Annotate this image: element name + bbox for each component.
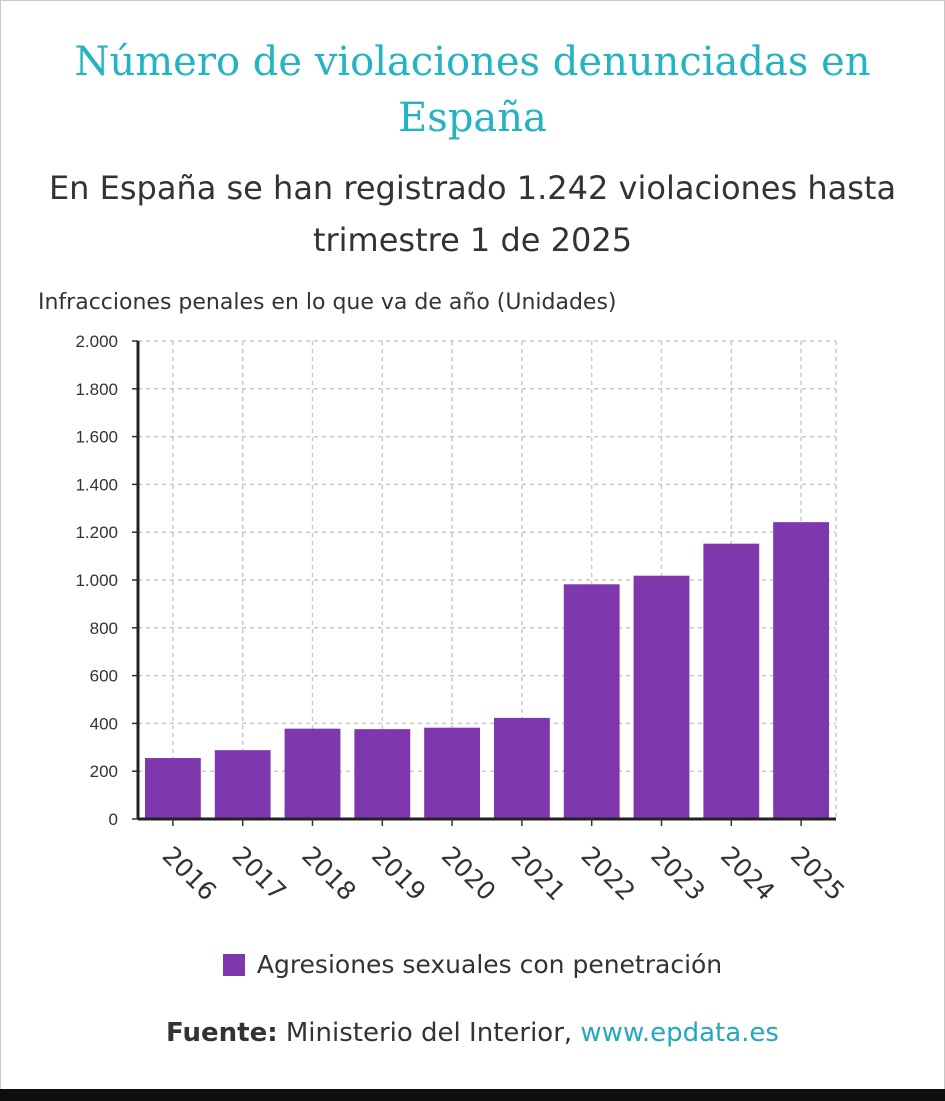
bars	[144, 522, 830, 819]
bar-chart: 0 200 400 600 800 1.000 1.200 1.400 1.600 1.800 2.…	[75, 332, 850, 906]
bar-2021	[493, 717, 550, 819]
bar-2016	[144, 758, 201, 819]
x-tick-label: 2016	[157, 841, 222, 906]
y-tick-label: 600	[90, 667, 118, 686]
bar-2018	[284, 728, 341, 819]
y-tick-label: 0	[109, 810, 118, 829]
chart-subtitle: En España se han registrado 1.242 violac…	[48, 169, 897, 259]
x-tick-label: 2019	[366, 841, 431, 906]
x-tick-label: 2023	[645, 841, 710, 906]
bar-2024	[703, 543, 760, 819]
y-tick-label: 1.200	[75, 523, 118, 542]
y-tick-label: 400	[90, 714, 118, 733]
y-tick-label: 800	[90, 619, 118, 638]
source-link[interactable]: www.epdata.es	[580, 1018, 779, 1048]
source-text: Ministerio del Interior,	[285, 1018, 573, 1048]
legend: Agresiones sexuales con penetración	[0, 950, 945, 979]
legend-swatch	[222, 953, 245, 976]
bar-2023	[633, 575, 690, 819]
bar-2017	[214, 750, 271, 819]
x-tick-label: 2020	[436, 841, 501, 906]
legend-label: Agresiones sexuales con penetración	[256, 950, 723, 979]
x-tick-label: 2024	[715, 841, 780, 906]
bar-2020	[424, 727, 481, 819]
y-axis-label: Infracciones penales en lo que va de año…	[38, 290, 617, 315]
bar-2019	[354, 729, 411, 819]
bar-2025	[773, 522, 830, 819]
bar-2022	[563, 584, 620, 819]
y-tick-label: 1.400	[75, 475, 118, 494]
x-tick-label: 2018	[296, 841, 361, 906]
source-label: Fuente:	[166, 1018, 278, 1048]
y-tick-label: 2.000	[75, 332, 118, 351]
source-line: Fuente: Ministerio del Interior, www.epd…	[0, 1018, 945, 1048]
x-tick-label: 2021	[506, 841, 571, 906]
chart-title: Número de violaciones denunciadas en Esp…	[74, 39, 871, 141]
y-tick-label: 1.000	[75, 571, 118, 590]
bottom-bar	[0, 1089, 945, 1101]
x-tick-label: 2025	[785, 841, 850, 906]
x-tick-label: 2017	[226, 841, 291, 906]
y-tick-label: 200	[90, 762, 118, 781]
x-tick-label: 2022	[575, 841, 640, 906]
y-tick-label: 1.600	[75, 428, 118, 447]
y-tick-label: 1.800	[75, 380, 118, 399]
